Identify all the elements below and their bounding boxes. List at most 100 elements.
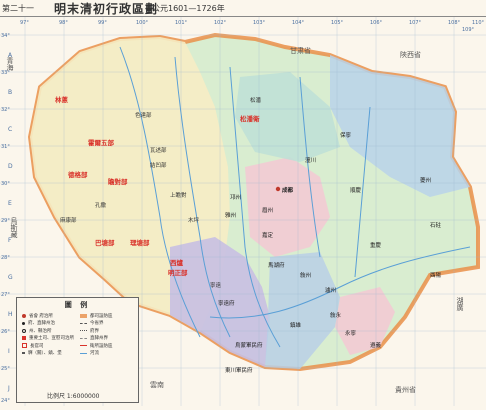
- lat-31: 31°: [1, 144, 10, 150]
- region-tibet: 烏斯藏: [10, 216, 18, 239]
- central-pink-zone: [245, 157, 330, 257]
- neighbor-labels: 青海 甘肃省 陝西省 貴州省 烏斯藏 雲南 湖廣: [6, 46, 464, 394]
- county-symbol-icon: [22, 328, 26, 333]
- city-meizhou: 眉州: [262, 207, 273, 214]
- legend-label: 河流: [90, 351, 99, 357]
- city-tongchuan: 潼川: [305, 156, 316, 164]
- lon-109: 109°: [462, 27, 475, 33]
- tribe-washu: 瓦述部: [150, 146, 167, 154]
- city-xuyong: 敍永: [330, 311, 342, 319]
- northeast-blue-zone: [330, 55, 470, 197]
- north-teal-zone: [235, 72, 340, 162]
- legend-item: 省會 府治所: [22, 312, 80, 320]
- lat-33: 33°: [1, 70, 10, 76]
- tribe-zhandui: 瞻對部: [108, 177, 128, 186]
- city-dongchuan: 東川軍民府: [225, 366, 253, 374]
- lon-100: 100°: [136, 20, 149, 26]
- legend-item: 河流: [80, 350, 138, 358]
- region-guizhou: 貴州省: [395, 385, 416, 394]
- city-ningyuan-fu: 寧遠府: [218, 299, 235, 307]
- weisuo-zone-icon: [80, 345, 87, 347]
- yangtze-river: [209, 246, 471, 319]
- tribe-jieao: 結凹部: [150, 161, 167, 169]
- row-f: F: [8, 237, 12, 244]
- lon-103: 103°: [253, 20, 266, 26]
- legend-label: 驛（關）、鎮、堡: [28, 351, 62, 357]
- city-labels: 成都 重慶 遵義 敍州 瀘州 保寧 順慶 夔州 潼川 嘉定 雅州 邛州 眉州 寧…: [218, 131, 442, 374]
- tribe-batang: 巴塘部: [95, 238, 115, 247]
- latitude-labels: 34° 33° 32° 31° 30° 29° 28° 27° 26° 25° …: [1, 33, 10, 404]
- tribe-huoer: 霍爾五部: [88, 138, 115, 147]
- tribe-ningyuan: 寧遠: [210, 281, 222, 289]
- row-letters: A B C D E F G H I J: [7, 52, 13, 392]
- city-baoning: 保寧: [340, 131, 352, 139]
- tribe-songpan-wei: 松潘衛: [240, 114, 260, 123]
- lon-99: 99°: [98, 20, 107, 26]
- row-g: G: [8, 274, 13, 281]
- city-luzhou: 瀘州: [325, 286, 336, 294]
- row-i: I: [8, 348, 10, 355]
- legend-item: 府、直隸州治: [22, 320, 80, 328]
- legend-item: 今省界: [80, 320, 138, 328]
- tribe-muping: 木坪: [188, 216, 200, 224]
- city-yongning: 永寧: [345, 329, 357, 337]
- river-icon: [80, 352, 87, 354]
- lat-30: 30°: [1, 181, 10, 187]
- legend-label: 都司設防區: [90, 313, 113, 319]
- tribe-xilu: 西爐: [170, 258, 184, 267]
- capital-marker: [275, 186, 281, 192]
- lon-107: 107°: [409, 20, 422, 26]
- lon-98: 98°: [59, 20, 68, 26]
- region-gansu: 甘肃省: [290, 46, 311, 55]
- legend-left-column: 省會 府治所 府、直隸州治 州、縣治所 重要土司、宣慰司治所 長官司 驛（關）、…: [19, 312, 83, 357]
- tribe-seda: 色達部: [135, 111, 152, 119]
- lat-34: 34°: [1, 33, 10, 39]
- lat-28: 28°: [1, 255, 10, 261]
- lon-97: 97°: [20, 20, 29, 26]
- dusi-zone-icon: [80, 313, 87, 318]
- city-shunqing: 順慶: [350, 186, 362, 194]
- tribe-labels: 林蔥 霍爾五部 德格部 瞻對部 巴塘部 理塘部 西爐 明正部 松潘衛: [55, 95, 260, 277]
- longitude-labels: 97° 98° 99° 100° 101° 102° 103° 104° 105…: [20, 20, 485, 33]
- region-qinghai: 青海: [6, 56, 14, 72]
- city-youyang: 酉陽: [430, 271, 442, 279]
- southeast-pink-zone: [335, 287, 395, 355]
- tribe-mingzheng: 明正部: [168, 268, 188, 277]
- city-zunyi: 遵義: [370, 341, 382, 349]
- lon-104: 104°: [292, 20, 305, 26]
- map-title: 明末清初行政區劃: [54, 2, 159, 16]
- legend-title: 圖 例: [64, 301, 91, 309]
- tribe-linwei: 林蔥: [55, 95, 69, 104]
- tribe-shangzhandui: 上瞻對: [170, 191, 187, 199]
- lon-108: 108°: [448, 20, 461, 26]
- tribe-black-labels: 色達部 瓦述部 上瞻對 孔撒 木坪 結凹部 麻康部 寧遠 松潘: [60, 96, 262, 289]
- city-chengdu: 成都: [282, 186, 294, 194]
- legend-right-column: 都司設防區 今省界 府界 直隸州界 衛所設防區 河流: [77, 312, 141, 357]
- legend-label: 省會 府治所: [29, 313, 53, 319]
- row-a: A: [8, 52, 13, 59]
- south-blue-zone: [265, 252, 340, 369]
- legend-item: 驛（關）、鎮、堡: [22, 350, 80, 358]
- legend-item: 直隸州界: [80, 335, 138, 343]
- row-c: C: [8, 126, 12, 133]
- jinsha-river: [119, 46, 201, 338]
- legend-item: 府界: [80, 327, 138, 335]
- city-jiading: 嘉定: [262, 231, 274, 239]
- prefecture-symbol-icon: [22, 321, 25, 325]
- prefecture-boundary-icon: [80, 330, 87, 332]
- city-mahu: 馬湖府: [268, 261, 285, 269]
- region-yunnan: 雲南: [150, 380, 164, 389]
- tribe-litang: 理塘部: [130, 238, 150, 247]
- row-d: D: [8, 163, 13, 170]
- map-scale: 比例尺 1:6000000: [47, 393, 100, 400]
- lat-29: 29°: [1, 218, 10, 224]
- zhili-boundary-icon: [80, 337, 87, 339]
- province-boundary-icon: [80, 322, 87, 324]
- map-legend: 圖 例 省會 府治所 府、直隸州治 州、縣治所 重要土司、宣慰司治所 長官司 驛…: [16, 297, 139, 403]
- city-zhenxiong: 鎮雄: [290, 321, 302, 329]
- capital-symbol-icon: [22, 313, 26, 318]
- post-symbol-icon: [22, 352, 25, 355]
- tribe-kongsa: 孔撒: [95, 201, 107, 209]
- lat-27: 27°: [1, 292, 10, 298]
- legend-label: 直隸州界: [90, 336, 108, 342]
